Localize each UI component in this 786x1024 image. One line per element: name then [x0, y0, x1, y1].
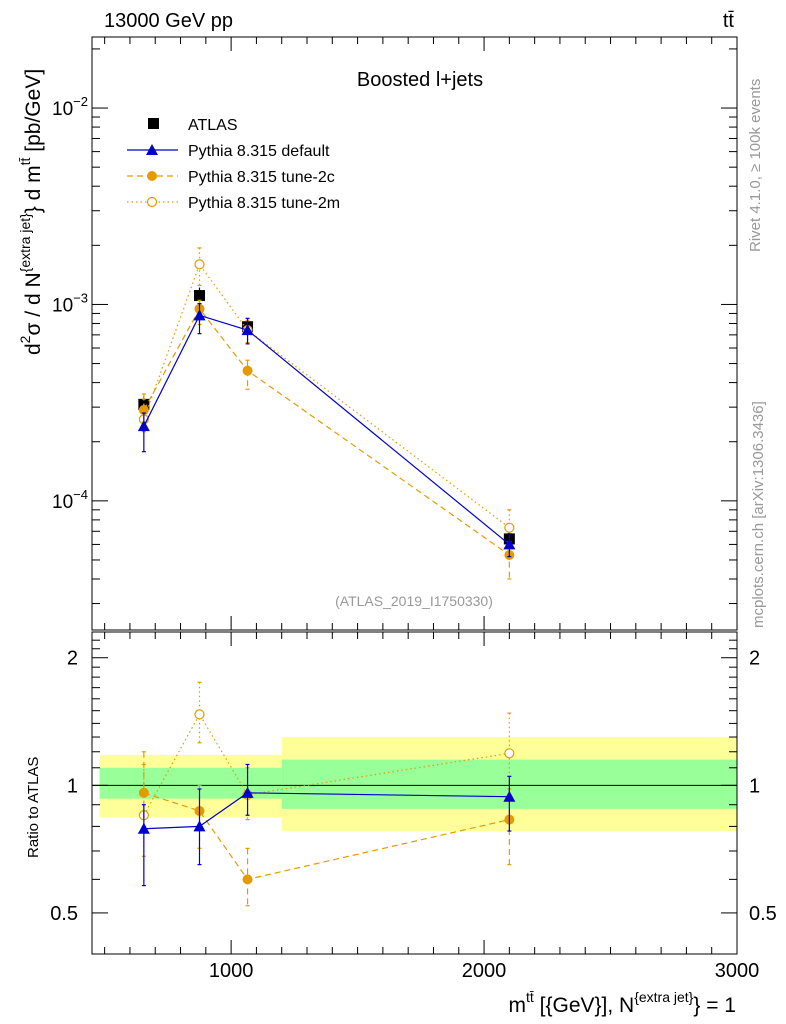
ratio-point-open-circle — [194, 709, 205, 720]
x-axis-title: mtt̄ [{GeV}], N{extra jet}} = 1 — [509, 989, 736, 1017]
axis-ticks — [92, 37, 738, 954]
main-line-triangle — [143, 314, 510, 545]
legend-marker-tune-2m — [146, 196, 158, 208]
ratio-tick-label-right: 0.5 — [749, 903, 777, 925]
x-tick-labels: 1000 2000 3000 — [209, 960, 759, 982]
ratio-axis-title: Ratio to ATLAS — [25, 757, 42, 858]
energy-label: 13000 GeV pp — [104, 10, 233, 32]
main-panel-frame — [91, 36, 738, 631]
legend-label-tune-2m: Pythia 8.315 tune-2m — [188, 195, 340, 212]
ratio-y-tick-labels: 0.5 1 2 0.5 1 2 — [50, 648, 777, 925]
legend-label-atlas: ATLAS — [188, 117, 238, 134]
x-tick-label: 1000 — [209, 960, 254, 982]
legend-marker-tune-2c — [147, 171, 157, 181]
ratio-point-triangle — [503, 790, 516, 802]
ratio-point-circle — [138, 787, 149, 798]
ratio-tick-label-left: 2 — [67, 648, 78, 670]
main-point-triangle — [193, 309, 206, 321]
ratio-tick-label-left: 1 — [67, 775, 78, 797]
main-panel-series — [137, 247, 516, 580]
ratio-tick-label-right: 2 — [749, 648, 760, 670]
atlas-data-point — [194, 290, 205, 302]
main-point-triangle — [137, 420, 150, 432]
legend-marker-default — [146, 144, 158, 155]
x-tick-label: 2000 — [462, 960, 507, 982]
ratio-line-triangle — [143, 792, 510, 830]
ratio-panel-frame — [91, 631, 738, 955]
ratio-band-green — [99, 767, 282, 799]
chart-title: Boosted l+jets — [357, 69, 483, 91]
ratio-point-circle — [242, 874, 253, 885]
y-tick-label: 10−2 — [52, 94, 88, 120]
ratio-point-open-circle — [504, 748, 515, 759]
source-label: mcplots.cern.ch [arXiv:1306.3436] — [750, 401, 767, 628]
y-tick-label: 10−4 — [52, 487, 88, 513]
y-axis-title: d2σ / d N{extra jet}} d mtt̄ [pb/GeV] — [17, 69, 45, 355]
ratio-tick-label-right: 1 — [749, 775, 760, 797]
legend: ATLAS Pythia 8.315 default Pythia 8.315 … — [127, 117, 340, 212]
legend-label-tune-2c: Pythia 8.315 tune-2c — [188, 169, 335, 186]
main-line-circle — [143, 307, 510, 556]
process-label: tt̄ — [723, 10, 735, 32]
ratio-point-triangle — [241, 786, 254, 798]
ratio-point-triangle — [193, 820, 206, 832]
legend-marker-atlas — [148, 118, 159, 129]
main-point-open-circle — [194, 259, 205, 270]
main-point-circle — [138, 405, 149, 416]
ratio-tick-label-left: 0.5 — [50, 903, 78, 925]
ratio-line-circle — [143, 792, 510, 881]
x-tick-label: 3000 — [715, 960, 760, 982]
rivet-version-label: Rivet 4.1.0, ≥ 100k events — [747, 79, 764, 252]
main-point-triangle — [503, 538, 516, 550]
analysis-id-label: (ATLAS_2019_I1750330) — [335, 593, 493, 609]
main-point-circle — [242, 365, 253, 376]
legend-label-default: Pythia 8.315 default — [188, 143, 330, 160]
main-line-open-circle — [143, 263, 510, 529]
main-point-triangle — [241, 324, 254, 336]
main-y-tick-labels: 10−4 10−3 10−2 — [52, 94, 88, 513]
y-tick-label: 10−3 — [52, 290, 88, 316]
main-point-open-circle — [504, 522, 515, 533]
ratio-point-triangle — [137, 822, 150, 834]
ratio-panel-series — [137, 681, 516, 907]
ratio-uncertainty-bands — [92, 737, 737, 832]
